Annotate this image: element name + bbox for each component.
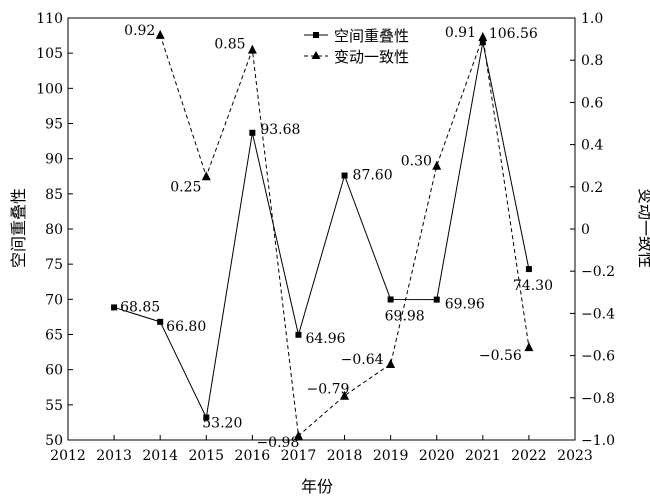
spatial-overlap-label: 66.80 — [166, 319, 206, 335]
plot-frame — [67, 17, 576, 441]
change-consistency-point — [524, 342, 534, 352]
x-tick-label: 2020 — [419, 448, 455, 464]
spatial-overlap-label: 69.96 — [445, 297, 485, 313]
change-consistency-label: 0.92 — [124, 23, 155, 39]
spatial-overlap-label: 53.20 — [202, 415, 242, 431]
right-y-tick-label: 0.8 — [581, 53, 603, 69]
left-y-tick-label: 80 — [45, 222, 63, 238]
left-y-tick-label: 65 — [45, 328, 63, 344]
spatial-overlap-label: 74.30 — [513, 278, 553, 294]
change-consistency-label: −0.79 — [307, 382, 350, 398]
change-consistency-point — [201, 171, 211, 181]
x-tick-label: 2016 — [235, 448, 271, 464]
legend-marker-spatial-overlap — [313, 32, 319, 38]
change-consistency-label: 0.25 — [170, 179, 201, 195]
change-consistency-point — [432, 160, 442, 170]
left-y-tick-label: 50 — [45, 433, 63, 449]
spatial-overlap-label: 106.56 — [489, 26, 538, 42]
left-y-tick-label: 90 — [45, 152, 63, 168]
change-consistency-label: 0.91 — [445, 25, 476, 41]
right-y-tick-label: 0 — [581, 222, 590, 238]
legend-label-spatial-overlap: 空间重叠性 — [334, 27, 409, 45]
left-y-tick-label: 55 — [45, 398, 63, 414]
spatial-overlap-label: 93.68 — [260, 122, 300, 138]
left-y-tick-label: 75 — [45, 257, 63, 273]
legend-marker-change-consistency — [311, 51, 321, 59]
right-y-tick-label: 1.0 — [581, 11, 603, 27]
change-consistency-label: 0.30 — [401, 154, 432, 170]
x-axis-title: 年份 — [301, 477, 333, 496]
x-tick-label: 2012 — [50, 448, 86, 464]
spatial-overlap-point — [203, 414, 210, 421]
left-axis-title: 空间重叠性 — [9, 188, 28, 268]
x-tick-label: 2021 — [465, 448, 501, 464]
spatial-overlap-line — [113, 42, 530, 420]
x-tick-label: 2017 — [281, 448, 317, 464]
x-tick-label: 2019 — [373, 448, 409, 464]
change-consistency-label: −0.64 — [341, 352, 384, 368]
left-y-tick-label: 95 — [45, 117, 63, 133]
left-y-tick-label: 70 — [45, 292, 63, 308]
spatial-overlap-point — [157, 318, 164, 325]
axes: 2012 2013 2014 2015 2016 2017 2018 2019 2020 2021… — [36, 11, 615, 464]
change-consistency-point — [340, 390, 350, 400]
spatial-overlap-point — [111, 304, 118, 311]
spatial-overlap-label: 87.60 — [353, 168, 393, 184]
right-y-tick-label: −1.0 — [581, 433, 615, 449]
legend: 空间重叠性 变动一致性 — [304, 27, 409, 66]
legend-label-change-consistency: 变动一致性 — [334, 48, 409, 66]
spatial-overlap-point — [249, 129, 256, 136]
change-consistency-label: −0.98 — [256, 435, 299, 451]
x-tick-label: 2014 — [142, 448, 178, 464]
spatial-overlap-point — [295, 331, 302, 338]
x-tick-label: 2018 — [327, 448, 363, 464]
x-tick-label: 2013 — [96, 448, 132, 464]
left-y-tick-label: 105 — [36, 46, 63, 62]
right-y-tick-label: −0.4 — [581, 306, 615, 322]
change-consistency-label: −0.56 — [479, 348, 522, 364]
change-consistency-point — [247, 44, 257, 54]
left-y-tick-label: 60 — [45, 363, 63, 379]
spatial-overlap-point — [479, 39, 486, 46]
change-consistency-point — [293, 430, 303, 440]
series-change-consistency: 0.92 0.25 0.85 −0.98 −0.79 −0.64 0.30 0.91 −0.56 — [124, 23, 534, 451]
left-y-tick-label: 110 — [36, 11, 63, 27]
spatial-overlap-label: 69.98 — [385, 308, 425, 324]
spatial-overlap-point — [341, 172, 348, 179]
spatial-overlap-point — [525, 266, 532, 273]
x-tick-label: 2023 — [557, 448, 593, 464]
right-y-tick-label: −0.2 — [581, 264, 615, 280]
change-consistency-label: 0.85 — [214, 37, 245, 53]
spatial-overlap-point — [433, 296, 440, 303]
left-y-tick-label: 100 — [36, 81, 63, 97]
right-y-tick-label: 0.4 — [581, 138, 603, 154]
spatial-overlap-point — [387, 296, 394, 303]
series-spatial-overlap: 68.85 66.80 53.20 93.68 64.96 87.60 69.98 69.96… — [111, 26, 553, 431]
right-y-tick-label: −0.8 — [581, 391, 615, 407]
change-consistency-point — [386, 359, 396, 369]
right-y-tick-label: 0.2 — [581, 180, 603, 196]
right-axis-title: 变动一致性 — [636, 188, 650, 268]
spatial-overlap-label: 64.96 — [305, 331, 345, 347]
change-consistency-point — [155, 29, 165, 39]
left-y-tick-label: 85 — [45, 187, 63, 203]
spatial-overlap-label: 68.85 — [120, 299, 160, 315]
right-y-tick-label: 0.6 — [581, 95, 603, 111]
x-tick-label: 2022 — [511, 448, 547, 464]
change-consistency-point — [478, 31, 488, 41]
x-tick-label: 2015 — [188, 448, 224, 464]
right-y-tick-label: −0.6 — [581, 349, 615, 365]
